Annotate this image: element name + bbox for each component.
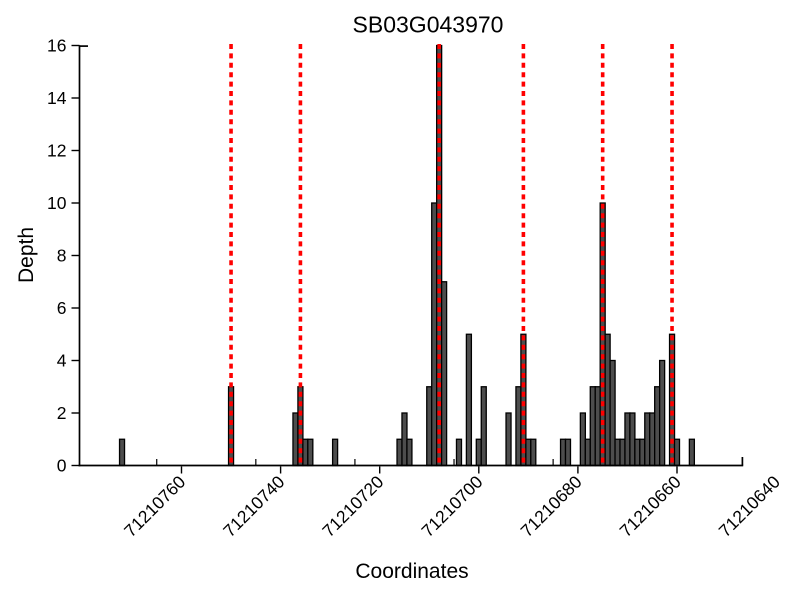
x-tick-label: 71210740 (219, 472, 288, 541)
depth-bar (668, 333, 676, 467)
depth-bar (426, 386, 433, 467)
x-axis-label: Coordinates (355, 560, 469, 583)
y-tick-label: 10 (47, 193, 67, 213)
depth-bar (480, 386, 487, 467)
depth-bar (673, 438, 681, 467)
depth-bar (227, 386, 235, 467)
x-tick-label: 71210640 (715, 472, 784, 541)
depth-bar (475, 438, 482, 467)
x-tick-label: 71210660 (616, 472, 685, 541)
y-tick-label: 14 (47, 88, 67, 108)
depth-bar (515, 386, 522, 467)
depth-bar (629, 412, 636, 467)
depth-bar (579, 412, 587, 467)
depth-bar (525, 438, 532, 467)
depth-bar (297, 386, 304, 467)
y-tick-label: 6 (57, 298, 67, 318)
depth-bar (614, 438, 621, 467)
depth-bar (639, 438, 646, 467)
y-tick-label: 0 (57, 456, 67, 476)
depth-bar (649, 412, 656, 467)
depth-bar (431, 202, 438, 467)
depth-bar (624, 412, 631, 467)
x-tick-label: 71210720 (318, 472, 387, 541)
chart-title: SB03G043970 (352, 11, 504, 38)
depth-bar (302, 438, 309, 467)
depth-bar (118, 438, 126, 467)
y-tick-label: 8 (57, 246, 67, 266)
depth-bar (307, 438, 314, 467)
x-tick-label: 71210700 (417, 472, 486, 541)
depth-bar (401, 412, 408, 467)
depth-bar (634, 438, 641, 467)
depth-bar (406, 438, 413, 467)
depth-bar (530, 438, 537, 467)
depth-bar (584, 438, 591, 467)
depth-bar (331, 438, 339, 467)
depth-bar (505, 412, 512, 467)
depth-bar (604, 333, 611, 467)
depth-bar (564, 438, 572, 467)
depth-bar (465, 333, 473, 467)
depth-bar (654, 386, 661, 467)
y-tick-label: 16 (47, 36, 66, 56)
depth-bar (594, 386, 601, 467)
y-tick-label: 12 (47, 141, 66, 161)
depth-bar (520, 333, 527, 467)
x-tick-label: 71210760 (120, 472, 189, 541)
depth-bar (559, 438, 567, 467)
depth-bar (609, 359, 616, 467)
depth-bar (396, 438, 403, 467)
y-tick-label: 2 (57, 403, 67, 423)
depth-bar (688, 438, 696, 467)
depth-bar (644, 412, 651, 467)
depth-bar (658, 359, 666, 467)
y-tick-label: 4 (57, 351, 67, 371)
depth-bar (455, 438, 463, 467)
depth-bar (440, 281, 448, 467)
depth-bar (619, 438, 626, 467)
x-tick-label: 71210680 (517, 472, 586, 541)
depth-bar (292, 412, 299, 467)
depth-bar (589, 386, 596, 467)
